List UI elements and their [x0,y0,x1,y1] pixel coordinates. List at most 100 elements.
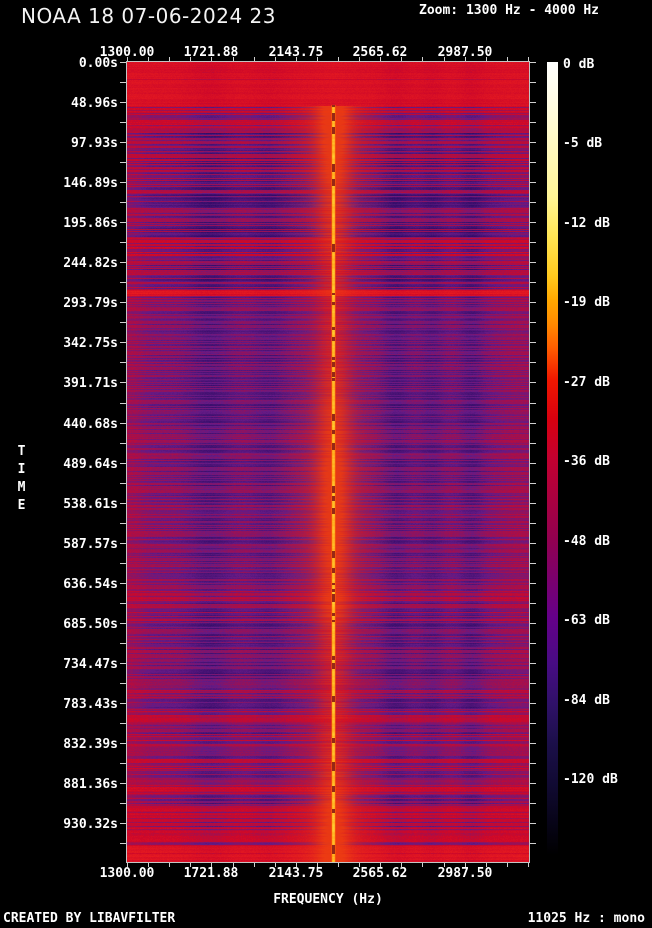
stream-info-label: 11025 Hz : mono [527,911,645,926]
y-axis-tick [530,843,536,844]
y-axis-tick [530,262,536,263]
time-tick-label: 244.82s [63,256,118,271]
colorbar [547,62,558,855]
y-axis-tick [530,623,536,624]
time-tick-label: 146.89s [63,176,118,191]
x-axis-tick [148,57,149,61]
y-axis-tick [530,162,536,163]
y-axis-tick [120,643,126,644]
db-tick-label: -120 dB [563,772,618,787]
freq-tick-label: 2987.50 [437,45,493,60]
freq-tick-label: 1721.88 [183,866,239,881]
y-axis-tick [530,182,536,183]
y-axis-tick [530,222,536,223]
y-axis-tick [120,583,126,584]
time-tick-label: 832.39s [63,737,118,752]
page-title: NOAA 18 07-06-2024 23 [21,4,276,28]
x-axis-tick [190,57,191,61]
freq-tick-label: 2143.75 [268,45,324,60]
y-axis-tick [120,382,126,383]
y-axis-tick [120,403,126,404]
time-tick-label: 685.50s [63,617,118,632]
x-axis-tick [507,863,508,867]
x-axis-tick [486,863,487,867]
db-tick-label: 0 dB [563,57,595,72]
db-tick-label: -48 dB [563,534,610,549]
y-axis-tick [530,362,536,363]
time-tick-label: 0.00s [78,56,118,71]
y-axis-tick [530,282,536,283]
db-tick-label: -84 dB [563,693,610,708]
y-axis-tick [530,382,536,383]
time-tick-label: 538.61s [63,497,118,512]
y-axis-tick [120,563,126,564]
time-tick-label: 783.43s [63,697,118,712]
y-axis-tick [530,122,536,123]
y-axis-tick [530,463,536,464]
x-axis-title: FREQUENCY (Hz) [273,892,383,907]
y-axis-tick [530,583,536,584]
freq-tick-label: 2565.62 [352,866,408,881]
db-tick-label: -19 dB [563,295,610,310]
x-axis-tick [338,57,339,61]
y-axis-tick [120,523,126,524]
y-axis-tick [120,162,126,163]
db-tick-label: -36 dB [563,454,610,469]
time-tick-label: 48.96s [71,96,118,111]
db-tick-label: -63 dB [563,613,610,628]
y-axis-tick [530,302,536,303]
time-tick-label: 342.75s [63,336,118,351]
x-axis-tick [422,863,423,867]
y-axis-tick [530,643,536,644]
freq-tick-label: 1300.00 [99,45,155,60]
y-axis-tick [120,763,126,764]
x-axis-tick [338,863,339,867]
x-axis-tick [528,57,529,61]
x-axis-tick [254,57,255,61]
y-axis-tick [120,623,126,624]
freq-tick-label: 1300.00 [99,866,155,881]
x-axis-tick [254,863,255,867]
y-axis-tick [120,262,126,263]
x-axis-tick [444,57,445,61]
y-axis-tick [120,62,126,63]
freq-tick-label: 2987.50 [437,866,493,881]
time-tick-label: 440.68s [63,417,118,432]
y-axis-tick [530,102,536,103]
y-axis-tick [120,302,126,303]
x-axis-tick [211,863,212,867]
time-tick-label: 587.57s [63,537,118,552]
y-axis-tick [120,142,126,143]
y-axis-tick [120,222,126,223]
freq-tick-label: 2143.75 [268,866,324,881]
y-axis-tick [120,443,126,444]
y-axis-tick [120,182,126,183]
y-axis-tick [530,743,536,744]
y-axis-tick [120,723,126,724]
y-axis-tick [530,202,536,203]
y-axis-tick [530,563,536,564]
y-axis-tick [120,202,126,203]
db-tick-label: -5 dB [563,136,603,151]
time-tick-label: 734.47s [63,657,118,672]
x-axis-tick [422,57,423,61]
time-tick-label: 391.71s [63,376,118,391]
x-axis-tick [317,57,318,61]
x-axis-tick [169,57,170,61]
y-axis-tick [120,803,126,804]
x-axis-tick [528,863,529,867]
y-axis-tick [530,503,536,504]
y-axis-tick [530,342,536,343]
y-axis-tick [530,523,536,524]
y-axis-tick [120,703,126,704]
time-tick-label: 195.86s [63,216,118,231]
y-axis-tick [530,603,536,604]
x-axis-tick [296,863,297,867]
y-axis-tick [120,102,126,103]
y-axis-tick [120,843,126,844]
y-axis-tick [120,342,126,343]
created-by-label: CREATED BY LIBAVFILTER [3,911,176,926]
x-axis-tick [507,57,508,61]
y-axis-tick [530,142,536,143]
